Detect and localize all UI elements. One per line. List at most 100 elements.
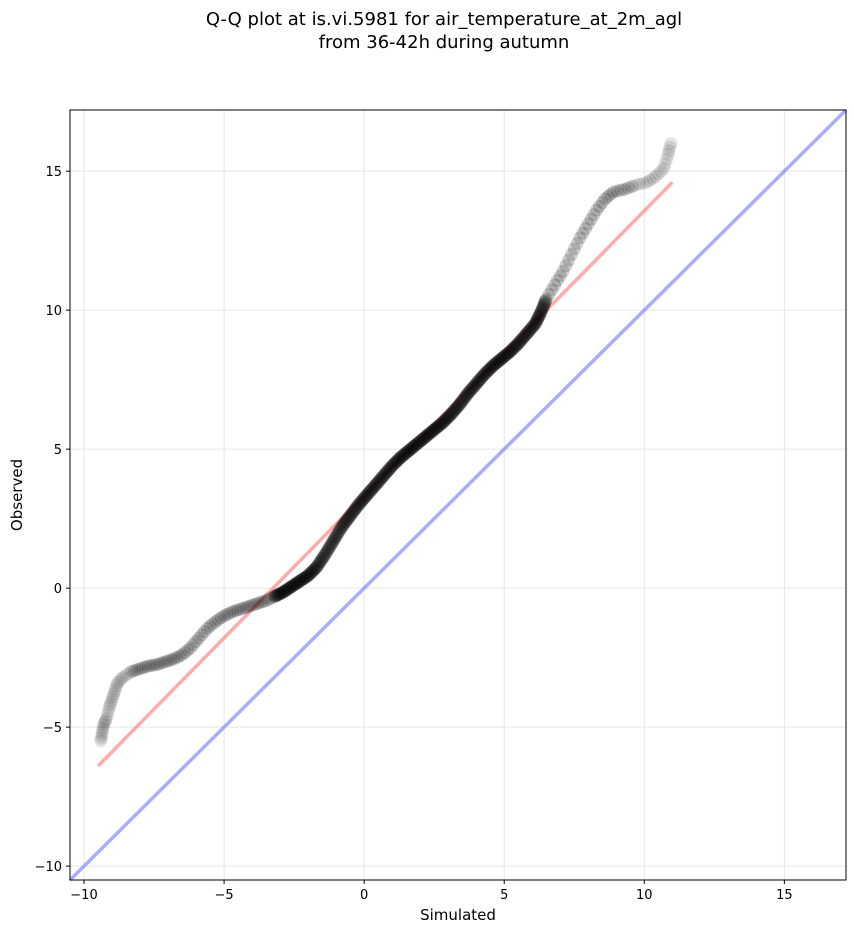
data-point: [107, 687, 121, 701]
data-point: [476, 368, 490, 382]
data-point: [542, 287, 556, 301]
data-point: [528, 317, 542, 331]
data-point: [299, 570, 313, 584]
data-point: [295, 573, 309, 587]
data-point: [367, 480, 381, 494]
data-point: [293, 574, 307, 588]
data-point: [161, 654, 175, 668]
data-point: [601, 190, 615, 204]
data-point: [265, 591, 279, 605]
data-point: [197, 625, 211, 639]
data-point: [358, 491, 372, 505]
data-point: [98, 715, 112, 729]
data-point: [346, 506, 360, 520]
data-point: [102, 701, 116, 715]
data-point: [509, 339, 523, 353]
data-point: [618, 182, 632, 196]
data-point: [379, 466, 393, 480]
data-point: [510, 338, 524, 352]
data-point: [386, 458, 400, 472]
data-point: [144, 658, 158, 672]
data-point: [275, 586, 289, 600]
data-point: [343, 509, 357, 523]
grid-layer: [70, 110, 846, 880]
data-point: [424, 426, 438, 440]
data-point: [331, 526, 345, 540]
data-point: [490, 356, 504, 370]
data-point: [508, 340, 522, 354]
y-tick-label: 0: [54, 582, 62, 597]
data-point: [301, 569, 315, 583]
data-point: [469, 377, 483, 391]
data-point: [95, 726, 109, 740]
data-point: [110, 678, 124, 692]
y-tick-label: 15: [45, 165, 62, 180]
data-point: [506, 341, 520, 355]
data-point: [604, 187, 618, 201]
data-point: [342, 510, 356, 524]
data-point: [94, 731, 108, 745]
data-point: [504, 344, 518, 358]
data-point: [581, 217, 595, 231]
data-point: [516, 331, 530, 345]
data-point: [657, 161, 671, 175]
data-point: [448, 403, 462, 417]
data-point: [512, 335, 526, 349]
data-point: [111, 676, 125, 690]
data-point: [523, 323, 537, 337]
data-point: [437, 415, 451, 429]
data-point: [584, 212, 598, 226]
data-point: [663, 140, 677, 154]
data-point: [502, 346, 516, 360]
data-point: [220, 608, 234, 622]
data-point: [323, 540, 337, 554]
data-point: [383, 462, 397, 476]
data-point: [376, 470, 390, 484]
data-point: [533, 308, 547, 322]
data-point: [446, 405, 460, 419]
y-axis-label: Observed: [8, 459, 26, 531]
data-point: [248, 597, 262, 611]
data-point: [284, 580, 298, 594]
data-point: [104, 695, 118, 709]
x-tick-label: −5: [214, 888, 233, 903]
data-point: [587, 208, 601, 222]
data-point: [629, 178, 643, 192]
data-point: [530, 312, 544, 326]
data-point: [133, 662, 147, 676]
data-point: [385, 459, 399, 473]
data-point: [304, 566, 318, 580]
data-point: [479, 366, 493, 380]
data-point: [384, 460, 398, 474]
data-point: [256, 595, 270, 609]
data-point: [217, 609, 231, 623]
data-point: [458, 390, 472, 404]
data-point: [317, 550, 331, 564]
data-point: [529, 315, 543, 329]
data-point: [223, 606, 237, 620]
data-point: [253, 595, 267, 609]
data-point: [374, 471, 388, 485]
data-point: [660, 152, 674, 166]
data-point: [461, 387, 475, 401]
data-point: [356, 492, 370, 506]
data-point: [578, 222, 592, 236]
data-point: [499, 348, 513, 362]
data-point: [527, 318, 541, 332]
data-point: [294, 573, 308, 587]
data-point: [320, 544, 334, 558]
data-point: [496, 351, 510, 365]
data-point: [396, 448, 410, 462]
data-point: [484, 361, 498, 375]
data-point: [403, 443, 417, 457]
data-point: [125, 665, 139, 679]
data-point: [439, 412, 453, 426]
data-point: [394, 450, 408, 464]
data-point: [640, 175, 654, 189]
data-point: [292, 575, 306, 589]
data-point: [228, 604, 242, 618]
data-point: [493, 353, 507, 367]
data-point: [389, 455, 403, 469]
data-point: [415, 433, 429, 447]
data-point: [308, 561, 322, 575]
